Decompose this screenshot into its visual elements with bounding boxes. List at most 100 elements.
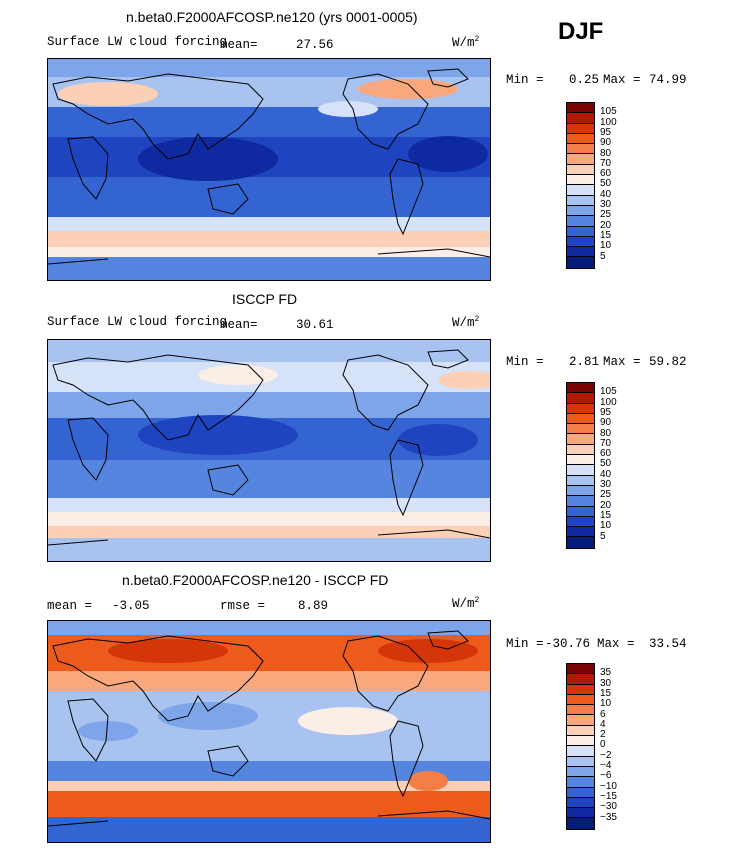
panel1-colorbar-tick-label: 5 bbox=[600, 250, 606, 262]
panel1-colorbar-tick-label: 95 bbox=[600, 126, 612, 138]
panel3-map-field bbox=[48, 621, 490, 842]
panel3-colorbar-tick-label: 35 bbox=[600, 667, 612, 679]
panel1-colorbar-segment bbox=[567, 133, 594, 145]
panel1-colorbar-tick-label: 20 bbox=[600, 219, 612, 231]
panel1-mean-label: mean= bbox=[220, 38, 258, 52]
panel2-colorbar-segment bbox=[567, 527, 594, 538]
panel1-colorbar-tick-label: 40 bbox=[600, 188, 612, 200]
panel1-colorbar-segment bbox=[567, 195, 594, 206]
panel1-colorbar-segment bbox=[567, 123, 594, 134]
panel2-colorbar bbox=[566, 382, 595, 549]
panel2-min-value: 2.81 bbox=[569, 355, 600, 369]
panel2-colorbar-segment bbox=[567, 475, 594, 486]
panel3-colorbar-segment bbox=[567, 797, 594, 809]
panel3-colorbar-tick-label: 15 bbox=[600, 687, 612, 699]
panel2-map-field bbox=[48, 340, 490, 561]
panel2-colorbar-tick-label: 10 bbox=[600, 520, 612, 532]
panel3-mean-value: -3.05 bbox=[112, 599, 150, 613]
panel3-colorbar-tick-label: 2 bbox=[600, 729, 606, 741]
panel3-colorbar-segment bbox=[567, 725, 594, 737]
panel3-title: n.beta0.F2000AFCOSP.ne120 - ISCCP FD bbox=[122, 572, 389, 588]
panel1-colorbar-segment bbox=[567, 257, 594, 268]
panel2-colorbar-segment bbox=[567, 516, 594, 528]
panel3-colorbar-segment bbox=[567, 664, 594, 675]
panel1-colorbar-tick-label: 15 bbox=[600, 229, 612, 241]
panel2-colorbar-segment bbox=[567, 434, 594, 445]
panel1-title: n.beta0.F2000AFCOSP.ne120 (yrs 0001-0005… bbox=[126, 9, 418, 25]
panel3-colorbar-segment bbox=[567, 777, 594, 788]
panel1-colorbar-segment bbox=[567, 103, 594, 114]
panel3-colorbar-tick-label: −15 bbox=[600, 790, 617, 802]
panel3-colorbar-tick-label: 30 bbox=[600, 677, 612, 689]
panel3-colorbar-tick-label: −2 bbox=[600, 749, 612, 761]
panel2-colorbar-tick-label: 50 bbox=[600, 458, 612, 470]
panel3-colorbar-segment bbox=[567, 808, 594, 819]
panel3-mean-label: mean = bbox=[47, 599, 93, 613]
panel2-colorbar-tick-label: 70 bbox=[600, 437, 612, 449]
panel3-colorbar-tick-label: 6 bbox=[600, 708, 606, 720]
panel1-colorbar-segment bbox=[567, 247, 594, 258]
panel3-colorbar-segment bbox=[567, 715, 594, 726]
panel1-colorbar-segment bbox=[567, 236, 594, 248]
panel2-title: ISCCP FD bbox=[232, 291, 298, 307]
panel3-colorbar-segment bbox=[567, 756, 594, 767]
panel2-colorbar-tick-label: 40 bbox=[600, 468, 612, 480]
panel2-max-value: 59.82 bbox=[649, 355, 687, 369]
panel3-map bbox=[47, 620, 491, 843]
panel1-max-value: 74.99 bbox=[649, 73, 687, 87]
panel2-colorbar-segment bbox=[567, 537, 594, 548]
panel1-colorbar-segment bbox=[567, 113, 594, 124]
panel1-colorbar-segment bbox=[567, 154, 594, 165]
panel2-colorbar-tick-label: 20 bbox=[600, 499, 612, 511]
panel1-map bbox=[47, 58, 491, 281]
panel2-colorbar-tick-label: 95 bbox=[600, 406, 612, 418]
panel1-colorbar-segment bbox=[567, 164, 594, 176]
panel2-colorbar-segment bbox=[567, 403, 594, 414]
panel1-mean-value: 27.56 bbox=[296, 38, 334, 52]
panel3-colorbar-tick-label: 4 bbox=[600, 718, 606, 730]
panel1-colorbar-tick-label: 90 bbox=[600, 137, 612, 149]
panel2-map bbox=[47, 339, 491, 562]
panel2-colorbar-segment bbox=[567, 506, 594, 517]
panel1-min-value: 0.25 bbox=[569, 73, 600, 87]
panel2-colorbar-segment bbox=[567, 413, 594, 425]
panel1-colorbar-segment bbox=[567, 226, 594, 237]
panel3-colorbar-tick-label: −4 bbox=[600, 760, 612, 771]
panel3-min-label: Min = bbox=[506, 637, 544, 651]
panel3-colorbar-tick-label: 0 bbox=[600, 739, 606, 751]
panel2-colorbar-segment bbox=[567, 496, 594, 507]
panel1-colorbar-tick-label: 70 bbox=[600, 157, 612, 169]
panel2-mean-label: mean= bbox=[220, 318, 258, 332]
panel2-colorbar-segment bbox=[567, 424, 594, 435]
panel2-colorbar-segment bbox=[567, 455, 594, 466]
panel1-colorbar-tick-label: 105 bbox=[600, 106, 617, 118]
panel1-max-label: Max = bbox=[603, 73, 641, 87]
panel3-colorbar-segment bbox=[567, 736, 594, 747]
panel2-colorbar-tick-label: 100 bbox=[600, 396, 617, 408]
panel1-units: W/m2 bbox=[452, 35, 480, 51]
panel2-max-label: Max = bbox=[603, 355, 641, 369]
panel2-colorbar-tick-label: 15 bbox=[600, 509, 612, 521]
panel1-map-field bbox=[48, 59, 490, 280]
panel2-mean-value: 30.61 bbox=[296, 318, 334, 332]
panel1-colorbar-segment bbox=[567, 205, 594, 217]
panel3-units: W/m2 bbox=[452, 596, 480, 612]
panel3-max-value: 33.54 bbox=[649, 637, 687, 651]
panel3-colorbar bbox=[566, 663, 595, 830]
panel3-colorbar-tick-label: −6 bbox=[600, 770, 612, 782]
panel2-colorbar-segment bbox=[567, 444, 594, 456]
panel1-colorbar-tick-label: 50 bbox=[600, 178, 612, 190]
panel3-colorbar-segment bbox=[567, 746, 594, 757]
panel2-colorbar-tick-label: 105 bbox=[600, 386, 617, 398]
panel2-colorbar-segment bbox=[567, 485, 594, 497]
panel2-colorbar-tick-label: 30 bbox=[600, 479, 612, 490]
panel2-colorbar-tick-label: 25 bbox=[600, 489, 612, 501]
panel3-colorbar-segment bbox=[567, 684, 594, 695]
panel1-colorbar-tick-label: 60 bbox=[600, 168, 612, 180]
panel2-colorbar-segment bbox=[567, 465, 594, 476]
panel3-rmse-value: 8.89 bbox=[298, 599, 329, 613]
panel3-colorbar-segment bbox=[567, 694, 594, 706]
panel3-colorbar-segment bbox=[567, 818, 594, 829]
panel2-units: W/m2 bbox=[452, 315, 480, 331]
panel3-colorbar-tick-label: −35 bbox=[600, 811, 617, 823]
